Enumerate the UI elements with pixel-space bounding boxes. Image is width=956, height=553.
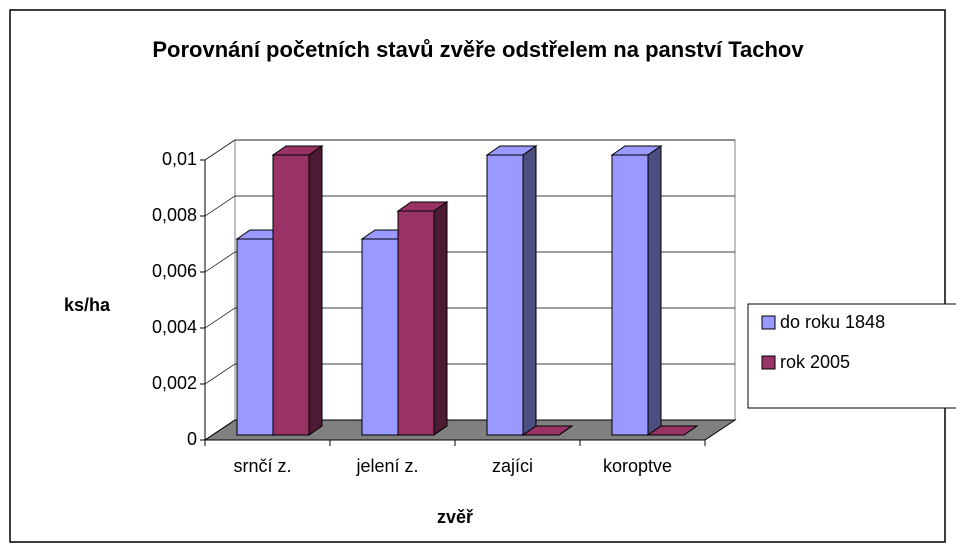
bar-side [558,425,573,436]
y-tick-label: 0,006 [152,261,197,281]
bar [611,154,649,436]
y-tick-label: 0 [187,429,197,449]
x-axis-title: zvěř [437,507,473,527]
grid-line [204,195,735,217]
y-tick-label: 0,01 [162,149,197,169]
legend-box [747,303,956,409]
bar-side [522,145,537,436]
bar [361,238,399,436]
x-tick-label: srnčí z. [233,456,291,476]
legend-swatch [761,355,776,370]
grid-line [204,363,735,385]
bar [272,154,310,436]
grid-line [204,307,735,329]
grid-line [204,419,735,441]
grid-line [204,139,735,161]
y-tick-label: 0,004 [152,317,197,337]
grid-line [204,251,735,273]
legend-label: rok 2005 [780,352,850,372]
chart-title: Porovnání početních stavů zvěře odstřele… [152,37,804,62]
x-tick-label: koroptve [603,456,672,476]
legend-label: do roku 1848 [780,312,885,332]
bar [486,154,524,436]
y-axis-title: ks/ha [64,295,111,315]
bar-side [308,145,323,436]
y-tick-label: 0,002 [152,373,197,393]
bar [397,210,435,436]
side-wall [204,139,236,441]
bar-side [433,201,448,436]
legend-swatch [761,315,776,330]
y-tick-label: 0,008 [152,205,197,225]
bar-side [647,145,662,436]
bar [236,238,274,436]
x-tick-label: zajíci [492,456,533,476]
bar-side [683,425,698,436]
x-tick-label: jelení z. [355,456,418,476]
